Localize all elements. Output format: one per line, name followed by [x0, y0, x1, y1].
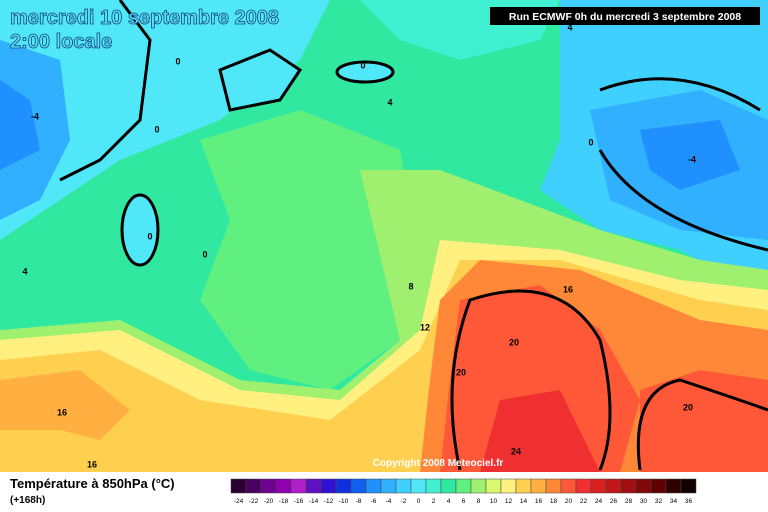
- run-info: Run ECMWF 0h du mercredi 3 septembre 200…: [509, 11, 741, 23]
- scale-label: -22: [249, 498, 259, 505]
- scale-swatch: [605, 478, 622, 494]
- scale-swatch: [260, 478, 277, 494]
- scale-swatch: [515, 478, 532, 494]
- contour-label: 16: [87, 459, 97, 469]
- map-title: mercredi 10 septembre 2008: [10, 7, 279, 29]
- scale-swatch: [365, 478, 382, 494]
- scale-label: -14: [309, 498, 319, 505]
- contour-label: 0: [360, 60, 365, 70]
- contour-label: 0: [202, 249, 207, 259]
- scale-swatch: [620, 478, 637, 494]
- scale-label: 30: [640, 498, 648, 505]
- scale-swatch: [275, 478, 292, 494]
- contour-label: 0: [588, 137, 593, 147]
- scale-label: 20: [565, 498, 573, 505]
- scale-swatch: [545, 478, 562, 494]
- scale-swatch: [680, 478, 697, 494]
- contour-label: -4: [31, 111, 39, 121]
- scale-label: 32: [655, 498, 663, 505]
- scale-swatch: [305, 478, 322, 494]
- scale-label: -16: [294, 498, 304, 505]
- scale-swatch: [470, 478, 487, 494]
- contour-label: 16: [57, 407, 67, 417]
- scale-label: 16: [535, 498, 543, 505]
- scale-label: 36: [685, 498, 693, 505]
- scale-label: 22: [580, 498, 588, 505]
- scale-label: 34: [670, 498, 678, 505]
- scale-label: -20: [264, 498, 274, 505]
- contour-label: 20: [456, 367, 466, 377]
- scale-label: 14: [520, 498, 528, 505]
- scale-label: -4: [386, 498, 392, 505]
- contour-label: 4: [387, 97, 392, 107]
- scale-swatch: [380, 478, 397, 494]
- scale-label: 8: [477, 498, 481, 505]
- scale-label: 26: [610, 498, 618, 505]
- scale-swatch: [335, 478, 352, 494]
- scale-swatch: [530, 478, 547, 494]
- contour-label: 16: [563, 284, 573, 294]
- contour-label: 0: [175, 56, 180, 66]
- scale-label: 10: [490, 498, 498, 505]
- run-box: [490, 7, 760, 25]
- map-field: [0, 0, 768, 472]
- scale-swatch: [650, 478, 667, 494]
- scale-swatch: [230, 478, 247, 494]
- scale-label: 4: [447, 498, 451, 505]
- scale-swatch: [395, 478, 412, 494]
- scale-label: 28: [625, 498, 633, 505]
- scale-swatch: [665, 478, 682, 494]
- scale-swatch: [320, 478, 337, 494]
- contour-label: 8: [408, 281, 413, 291]
- contour-label: 20: [683, 402, 693, 412]
- contour-label: -4: [688, 154, 696, 164]
- legend-title: Température à 850hPa (°C): [10, 476, 175, 491]
- scale-swatch: [590, 478, 607, 494]
- scale-swatch: [560, 478, 577, 494]
- copyright: Copyright 2008 Meteociel.fr: [373, 458, 504, 469]
- scale-label: -12: [324, 498, 334, 505]
- scale-swatch: [245, 478, 262, 494]
- scale-label: 6: [462, 498, 466, 505]
- scale-swatch: [350, 478, 367, 494]
- contour-label: 4: [567, 22, 572, 32]
- scale-swatch: [485, 478, 502, 494]
- forecast-lead: (+168h): [10, 495, 45, 506]
- scale-label: 2: [432, 498, 436, 505]
- scale-label: 12: [505, 498, 513, 505]
- scale-swatch: [425, 478, 442, 494]
- color-scale: -24 -22 -20 -18 -16 -14 -12 -10 -8 -6 -4 -2 0 2 4 6 8 10 1…: [230, 478, 697, 505]
- scale-label: 0: [417, 498, 421, 505]
- contour-labels: 4 0 0 4 -4 0 0 -4 0 0 4 8 16 12 20 20 16 20 24 16: [22, 22, 696, 469]
- scale-swatch: [290, 478, 307, 494]
- scale-label: 18: [550, 498, 558, 505]
- scale-label: -10: [339, 498, 349, 505]
- scale-swatch: [635, 478, 652, 494]
- scale-swatch: [440, 478, 457, 494]
- scale-label: -2: [401, 498, 407, 505]
- scale-label: -6: [371, 498, 377, 505]
- contour-label: 12: [420, 322, 430, 332]
- scale-swatch: [500, 478, 517, 494]
- scale-swatch: [410, 478, 427, 494]
- scale-label: -24: [234, 498, 244, 505]
- contour-label: 4: [22, 266, 27, 276]
- contour-label: 20: [509, 337, 519, 347]
- contour-label: 0: [147, 231, 152, 241]
- scale-label: -18: [279, 498, 289, 505]
- scale-swatch: [575, 478, 592, 494]
- map-subtitle: 2:00 locale: [10, 31, 112, 53]
- scale-label: 24: [595, 498, 603, 505]
- scale-swatch: [455, 478, 472, 494]
- scale-label: -8: [356, 498, 362, 505]
- contour-label: 24: [511, 446, 521, 456]
- contour-label: 0: [154, 124, 159, 134]
